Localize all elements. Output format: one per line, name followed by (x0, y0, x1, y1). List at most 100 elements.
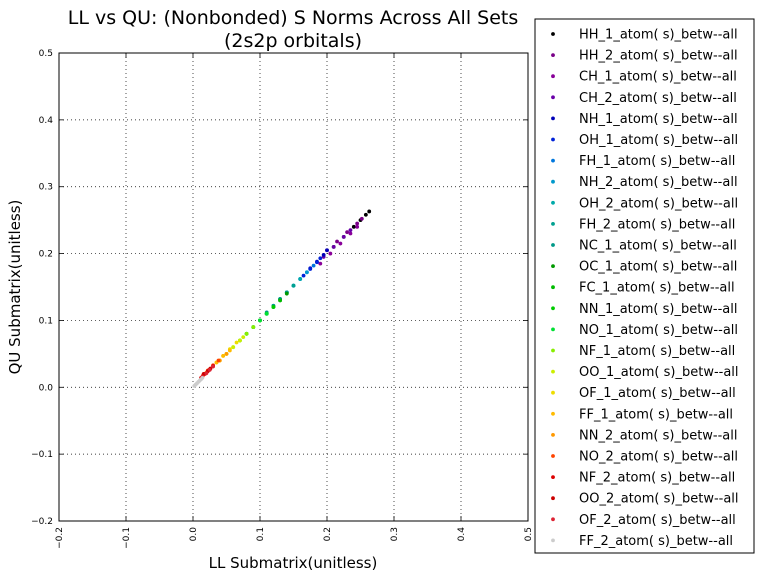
legend-item: OH_1_atom( s)_betw--all (551, 133, 738, 148)
legend-item: NH_2_atom( s)_betw--all (551, 175, 738, 190)
legend-item: OF_2_atom( s)_betw--all (551, 513, 736, 528)
legend-label: NH_2_atom( s)_betw--all (579, 175, 738, 190)
legend-item: HH_1_atom( s)_betw--all (551, 28, 738, 43)
legend-marker (551, 264, 555, 268)
series-8 (278, 277, 303, 301)
series-9 (271, 283, 296, 308)
legend-item: OF_1_atom( s)_betw--all (551, 386, 736, 401)
legend-label: OF_1_atom( s)_betw--all (579, 386, 736, 401)
y-tick-label: 0.5 (39, 49, 53, 59)
legend-marker (551, 369, 555, 374)
legend-marker (551, 95, 555, 100)
x-ticks: −0.2 −0.1 0.0 0.1 0.2 0.3 0.4 0.5 (55, 53, 534, 549)
legend-label: NO_2_atom( s)_betw--all (579, 450, 738, 465)
data-point (234, 340, 239, 345)
legend-marker (551, 411, 555, 416)
data-point (367, 209, 372, 214)
legend-item: OO_1_atom( s)_betw--all (551, 365, 739, 380)
x-tick-label: 0.4 (457, 527, 467, 542)
series-24 (192, 376, 205, 388)
data-point (258, 318, 262, 323)
y-tick-label: 0.3 (39, 183, 53, 193)
chart-title-line-2: (2s2p orbitals) (224, 30, 362, 52)
legend-item: FH_1_atom( s)_betw--all (551, 154, 735, 169)
legend-item: NO_1_atom( s)_betw--all (551, 323, 738, 338)
data-point (359, 216, 364, 221)
legend-label: OO_2_atom( s)_betw--all (579, 492, 739, 507)
legend-item: NN_1_atom( s)_betw--all (551, 302, 738, 317)
legend-label: FF_1_atom( s)_betw--all (579, 407, 733, 422)
legend-item: NN_2_atom( s)_betw--all (551, 428, 738, 443)
legend-frame (534, 18, 755, 554)
legend-item: CH_2_atom( s)_betw--all (551, 91, 737, 106)
legend-item: FC_1_atom( s)_betw--all (551, 281, 735, 296)
legend-item: FF_2_atom( s)_betw--all (551, 534, 733, 549)
data-point (348, 228, 353, 233)
legend-marker (551, 348, 555, 353)
x-tick-label: 0.0 (189, 527, 199, 542)
legend-item: NO_2_atom( s)_betw--all (551, 450, 738, 465)
data-point (204, 371, 209, 376)
legend-marker (551, 327, 555, 332)
legend-label: OH_2_atom( s)_betw--all (579, 196, 738, 211)
x-tick-label: 0.1 (256, 527, 266, 541)
data-point (291, 283, 296, 288)
legend-marker (551, 200, 555, 205)
legend-label: CH_1_atom( s)_betw--all (579, 70, 737, 85)
legend-label: NN_2_atom( s)_betw--all (579, 428, 738, 443)
legend-label: NN_1_atom( s)_betw--all (579, 302, 738, 317)
legend-marker (551, 306, 555, 311)
data-point (325, 248, 329, 253)
legend-label: FH_2_atom( s)_betw--all (579, 217, 735, 232)
legend-label: NC_1_atom( s)_betw--all (579, 239, 737, 254)
data-point (305, 270, 309, 275)
chart-title-line-1: LL vs QU: (Nonbonded) S Norms Across All… (68, 7, 519, 29)
legend-label: NF_2_atom( s)_betw--all (579, 471, 735, 486)
legend-item: CH_1_atom( s)_betw--all (551, 70, 737, 85)
legend-marker (551, 496, 555, 501)
legend-marker (551, 74, 555, 79)
y-tick-label: −0.1 (31, 450, 53, 460)
legend-label: OC_1_atom( s)_betw--all (579, 260, 737, 275)
legend-marker (551, 475, 555, 479)
data-point (301, 273, 306, 278)
series-7 (284, 270, 309, 295)
legend-item: FH_2_atom( s)_betw--all (551, 217, 735, 232)
data-point (328, 251, 333, 256)
legend: HH_1_atom( s)_betw--all HH_2_atom( s)_bet… (534, 18, 755, 554)
data-point (221, 353, 226, 358)
series-5 (301, 256, 323, 278)
legend-marker (551, 179, 555, 184)
data-point (355, 221, 360, 226)
legend-label: FF_2_atom( s)_betw--all (579, 534, 733, 549)
legend-marker (551, 116, 555, 121)
legend-item: NH_1_atom( s)_betw--all (551, 112, 738, 127)
data-point (348, 231, 353, 236)
legend-item: NF_1_atom( s)_betw--all (551, 344, 735, 359)
legend-item: OH_2_atom( s)_betw--all (551, 196, 738, 211)
data-point (244, 331, 249, 336)
data-point (224, 351, 229, 356)
legend-marker (551, 433, 555, 437)
data-point (264, 311, 269, 316)
data-point (211, 364, 216, 369)
data-point (231, 345, 236, 350)
data-point (278, 298, 282, 303)
data-point (363, 212, 368, 217)
legend-marker (551, 390, 555, 395)
legend-marker (551, 222, 555, 226)
legend-label: OH_1_atom( s)_betw--all (579, 133, 738, 148)
legend-marker (551, 32, 555, 36)
y-ticks: −0.2 −0.1 0.0 0.1 0.2 0.3 0.4 0.5 (31, 49, 528, 527)
legend-item: OO_2_atom( s)_betw--all (551, 492, 739, 507)
legend-label: NO_1_atom( s)_betw--all (579, 323, 738, 338)
data-point (227, 348, 232, 353)
data-point (308, 267, 313, 271)
data-point (318, 256, 323, 261)
legend-label: HH_2_atom( s)_betw--all (579, 49, 738, 64)
data-point (298, 277, 303, 281)
data-point (335, 239, 339, 244)
legend-item: HH_2_atom( s)_betw--all (551, 49, 738, 64)
series-4 (308, 248, 329, 271)
